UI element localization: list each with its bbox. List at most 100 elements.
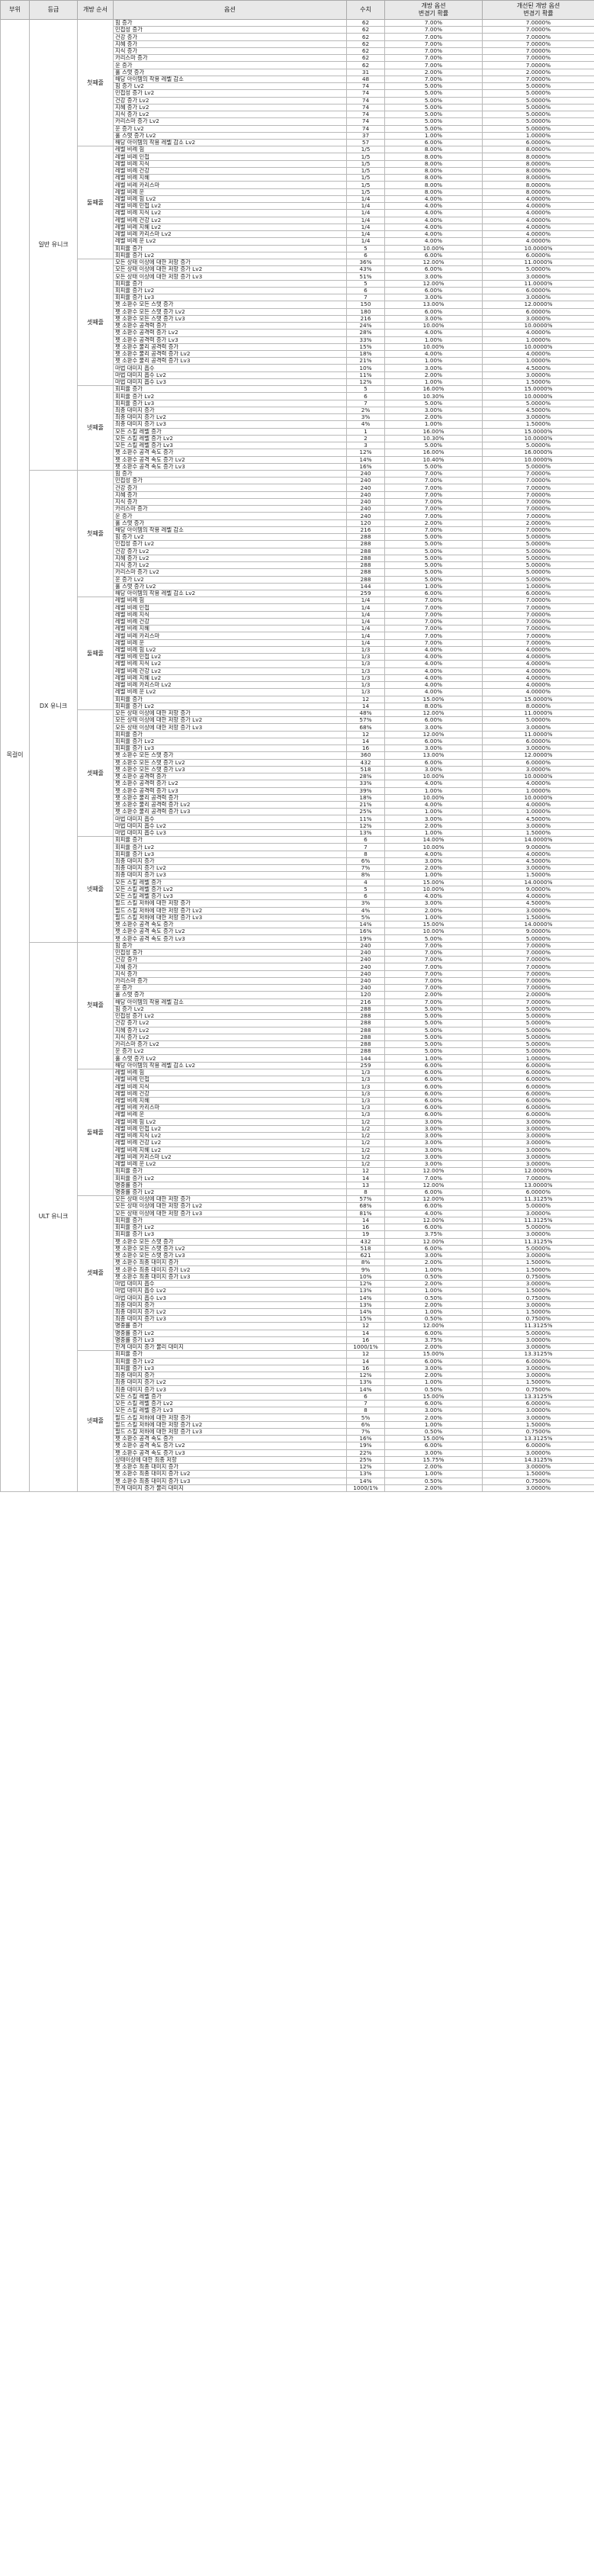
improved-prob-cell: 7.0000% [482,75,594,84]
table-row: 회피율 증가 Lv2 16 6.00% 5.0000% [1,1224,594,1232]
value-cell: 2% [346,406,385,415]
value-cell: 1/3 [346,667,385,675]
option-cell: 회피율 증가 Lv3 [113,399,347,407]
table-row: 넷째줄 회피율 증가 12 15.00% 13.3125% [1,1350,594,1492]
improved-prob-cell: 4.5000% [482,815,594,823]
improved-prob-cell: 1.5000% [482,871,594,880]
option-cell: 펫 소환수 물리 공격력 증가 [113,793,347,802]
option-cell: 해당 아이템의 착용 레벨 감소 Lv2 [113,1061,347,1069]
value-cell: 57 [346,138,385,147]
value-cell: 14% [346,920,385,929]
improved-prob-cell: 11.3125% [482,1237,594,1246]
option-cell: 레벨 비례 카리스마 Lv2 [113,1153,347,1161]
improved-prob-cell: 4.0000% [482,653,594,661]
table-row: 민첩성 증가 Lv2 74 5.00% 5.0000% [1,89,594,98]
table-row: 홀 스탯 증가 31 2.00% 2.0000% [1,68,594,76]
prob-cell: 3.00% [384,899,483,908]
option-cell: 회피율 증가 [113,1216,347,1225]
table-row: 마법 대미지 흡수 Lv2 13% 1.00% 1.5000% [1,1287,594,1295]
option-cell: 모든 스킬 레벨 증가 Lv2 [113,885,347,894]
table-row: 레벨 비례 민첩 Lv2 1/4 4.00% 4.0000% [1,202,594,211]
value-cell: 518 [346,1244,385,1253]
value-cell: 68% [346,723,385,732]
option-cell: 민첩성 증가 [113,26,347,34]
table-row: 최종 대미지 증가 Lv2 14% 1.00% 1.5000% [1,1307,594,1317]
prob-cell: 1.00% [384,357,483,365]
value-cell: 240 [346,497,385,507]
prob-cell: 1.00% [384,1265,483,1274]
prob-cell: 2.00% [384,1463,483,1471]
improved-prob-cell: 6.0000% [482,758,594,767]
option-cell: 회피율 증가 Lv2 [113,702,347,710]
table-row: 레벨 비례 운 Lv2 1/2 3.00% 3.0000% [1,1159,594,1169]
prob-cell: 1.00% [384,1420,483,1429]
improved-prob-cell: 2.0000% [482,68,594,76]
option-cell: 마법 대미지 흡수 Lv3 [113,378,347,387]
improved-prob-cell: 0.7500% [482,1294,594,1302]
table-row: 최종 대미지 증가 Lv2 13% 1.00% 1.5000% [1,1378,594,1387]
improved-prob-cell: 1.0000% [482,357,594,365]
prob-cell: 12.00% [384,730,483,738]
value-cell: 180 [346,307,385,316]
option-cell: 마법 대미지 흡수 Lv2 [113,371,347,379]
option-cell: 레벨 비례 운 [113,1111,347,1119]
table-row: 펫 소환수 공격 속도 증가 Lv3 19% 5.00% 5.0000% [1,934,594,943]
improved-prob-cell: 15.0000% [482,385,594,394]
improved-prob-cell: 5.0000% [482,540,594,548]
improved-prob-cell: 5.0000% [482,1026,594,1034]
improved-prob-cell: 9.0000% [482,843,594,851]
improved-prob-cell: 3.0000% [482,1449,594,1457]
col-header-slot: 부위 [0,0,30,20]
improved-prob-cell: 5.0000% [482,561,594,570]
option-cell: 상태이상에 대한 최종 저항 [113,1455,347,1465]
improved-prob-cell: 6.0000% [482,1068,594,1077]
option-cell: 필드 스킬 저하에 대한 저항 증가 Lv2 [113,1420,347,1429]
table-row: 레벨 비례 건강 1/3 6.00% 6.0000% [1,1089,594,1098]
value-cell: 432 [346,1237,385,1246]
prob-cell: 2.00% [384,864,483,873]
value-cell: 1/4 [346,223,385,232]
value-cell: 16% [346,1435,385,1443]
option-cell: 건강 증가 Lv2 [113,547,347,555]
value-cell: 16 [346,1364,385,1373]
option-cell: 힘 증가 Lv2 [113,533,347,542]
prob-cell: 3.00% [384,294,483,302]
improved-prob-cell: 13.3125% [482,1350,594,1359]
prob-cell: 6.00% [384,307,483,316]
table-row: 지식 증가 Lv2 288 5.00% 5.0000% [1,1033,594,1041]
improved-prob-cell: 5.0000% [482,399,594,407]
value-cell: 6 [346,836,385,844]
option-cell: 필드 스킬 저하에 대한 저항 증가 Lv3 [113,913,347,922]
value-cell: 11% [346,371,385,379]
prob-cell: 4.00% [384,209,483,217]
option-cell: 펫 소환수 물리 공격력 증가 Lv2 [113,350,347,359]
prob-cell: 8.00% [384,174,483,182]
option-cell: 모든 스킬 레벨 증가 Lv3 [113,892,347,901]
improved-prob-cell: 5.0000% [482,1005,594,1014]
prob-cell: 6.00% [384,1202,483,1211]
improved-prob-cell: 7.0000% [482,984,594,992]
option-cell: 필드 스킬 저하에 대한 저항 증가 [113,1413,347,1422]
prob-cell: 1.00% [384,808,483,816]
option-cell: 모든 상태 이상에 대한 저항 증가 Lv2 [113,1202,347,1211]
value-cell: 28% [346,329,385,337]
prob-cell: 3.00% [384,1118,483,1126]
option-cell: 회피율 증가 Lv2 [113,1357,347,1365]
prob-cell: 7.00% [384,469,483,478]
value-cell: 7 [346,399,385,407]
value-cell: 1/2 [346,1159,385,1169]
improved-prob-cell: 7.0000% [482,40,594,48]
value-cell: 12% [346,378,385,387]
improved-prob-cell: 0.7500% [482,1477,594,1485]
prob-cell: 4.00% [384,667,483,675]
value-cell: 14 [346,702,385,710]
improved-prob-cell: 5.0000% [482,1012,594,1021]
grade-cell: ULT 유니크 [29,941,78,1492]
improved-prob-cell: 0.7500% [482,1315,594,1323]
table-row: 모든 스킬 레벨 증가 Lv2 7 6.00% 6.0000% [1,1399,594,1408]
option-cell: 민첩성 증가 Lv2 [113,540,347,548]
improved-prob-cell: 4.0000% [482,216,594,224]
value-cell: 14% [346,1294,385,1302]
table-row: 펫 소환수 물리 공격력 증가 Lv2 21% 4.00% 4.0000% [1,801,594,809]
option-cell: 모든 스킬 레벨 증가 Lv2 [113,1399,347,1408]
